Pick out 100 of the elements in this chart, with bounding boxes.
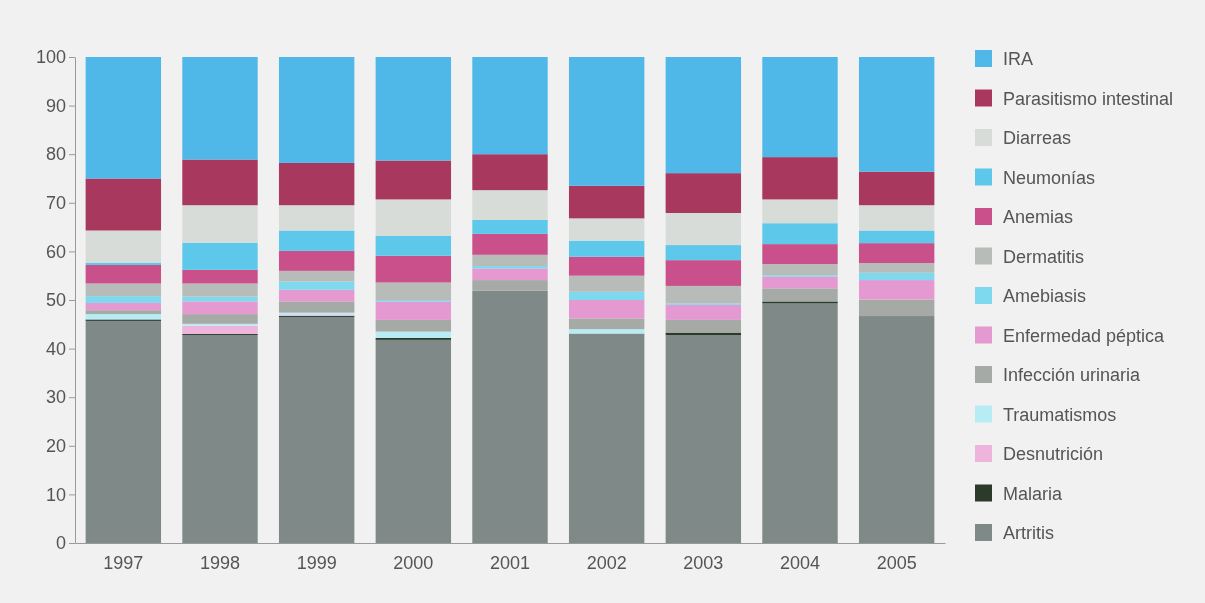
- bar: [375, 301, 452, 320]
- y-tick-label: 100: [35, 47, 66, 68]
- bar: [375, 199, 452, 236]
- bar: [375, 339, 452, 543]
- bar: [85, 265, 162, 284]
- x-tick-label: 2004: [779, 553, 821, 574]
- bar: [568, 275, 645, 292]
- bar: [182, 159, 258, 206]
- bar: [665, 304, 742, 320]
- bar: [85, 57, 162, 179]
- bar: [375, 57, 452, 161]
- bar: [858, 299, 935, 317]
- bar: [375, 319, 452, 332]
- bar: [472, 280, 548, 291]
- bar: [762, 223, 838, 245]
- bar: [472, 233, 548, 255]
- bar: [665, 245, 742, 261]
- bar: [568, 291, 645, 300]
- bar: [858, 316, 935, 543]
- bar: [472, 57, 548, 155]
- bar: [182, 301, 258, 315]
- legend-label: Neumonías: [1003, 167, 1096, 188]
- bar: [568, 185, 645, 219]
- bar: [568, 329, 645, 334]
- x-tick-label: 1999: [296, 553, 337, 574]
- bar: [665, 57, 742, 174]
- legend-label: Infección urinaria: [1003, 365, 1142, 385]
- bar: [85, 320, 162, 543]
- bar: [278, 57, 355, 163]
- bar: [568, 300, 645, 319]
- legend-label: Malaria: [1003, 483, 1064, 504]
- bar: [858, 280, 935, 300]
- bar: [278, 289, 355, 302]
- bar: [568, 57, 645, 186]
- x-tick-label: 2003: [683, 553, 724, 574]
- bar: [182, 334, 258, 543]
- bar: [182, 325, 258, 335]
- bar: [472, 190, 548, 220]
- bar: [858, 171, 935, 206]
- bar: [665, 285, 742, 304]
- x-tick-label: 1997: [103, 553, 144, 574]
- legend-label: Diarreas: [1003, 128, 1072, 148]
- bar: [568, 256, 645, 276]
- bar: [472, 219, 548, 234]
- x-tick-label: 1998: [199, 553, 241, 574]
- bar: [665, 319, 742, 333]
- bar: [278, 270, 355, 282]
- bar: [278, 162, 355, 206]
- bar: [665, 334, 742, 543]
- bar: [472, 154, 548, 191]
- y-tick-label: 50: [45, 290, 66, 311]
- bar: [858, 230, 935, 244]
- bar: [472, 268, 548, 281]
- bar: [278, 205, 355, 231]
- bar: [858, 205, 935, 231]
- legend-label: Anemias: [1003, 207, 1074, 227]
- legend-label: Desnutrición: [1003, 444, 1104, 464]
- bar: [568, 318, 645, 330]
- y-tick-label: 90: [45, 95, 66, 116]
- bar: [568, 333, 645, 543]
- bar: [472, 290, 548, 543]
- bar: [182, 57, 258, 160]
- bar: [858, 272, 935, 281]
- bar: [375, 255, 452, 283]
- y-tick-label: 80: [45, 144, 66, 165]
- bar: [858, 263, 935, 273]
- legend-label: Traumatismos: [1003, 404, 1117, 425]
- bar: [762, 199, 838, 224]
- bar: [568, 240, 645, 257]
- legend-label: Parasitismo intestinal: [1003, 88, 1174, 109]
- bar: [375, 331, 452, 338]
- legend-label: Amebiasis: [1003, 286, 1087, 306]
- bar: [762, 264, 838, 276]
- y-tick-label: 0: [55, 533, 66, 554]
- legend-label: Enfermedad péptica: [1003, 325, 1166, 346]
- bar: [762, 276, 838, 289]
- bar: [85, 296, 162, 303]
- bar: [182, 242, 258, 270]
- y-tick-label: 70: [45, 193, 66, 214]
- bar: [278, 281, 355, 290]
- bar: [85, 310, 162, 315]
- x-tick-label: 2005: [876, 553, 917, 574]
- bar: [665, 213, 742, 246]
- legend-label: Dermatitis: [1003, 246, 1085, 267]
- bar: [858, 243, 935, 264]
- bar: [182, 269, 258, 284]
- bar: [665, 260, 742, 286]
- bar: [472, 254, 548, 266]
- x-tick-label: 2001: [489, 553, 531, 574]
- y-tick-label: 40: [45, 338, 66, 359]
- legend-label: Artritis: [1003, 523, 1054, 543]
- bar: [182, 283, 258, 297]
- bar: [278, 317, 355, 543]
- bar: [762, 303, 838, 543]
- bar: [85, 283, 162, 297]
- bar: [762, 157, 838, 200]
- bar: [375, 282, 452, 300]
- x-tick-label: 2002: [586, 553, 627, 574]
- legend-label: IRA: [1003, 49, 1034, 69]
- bar: [375, 235, 452, 256]
